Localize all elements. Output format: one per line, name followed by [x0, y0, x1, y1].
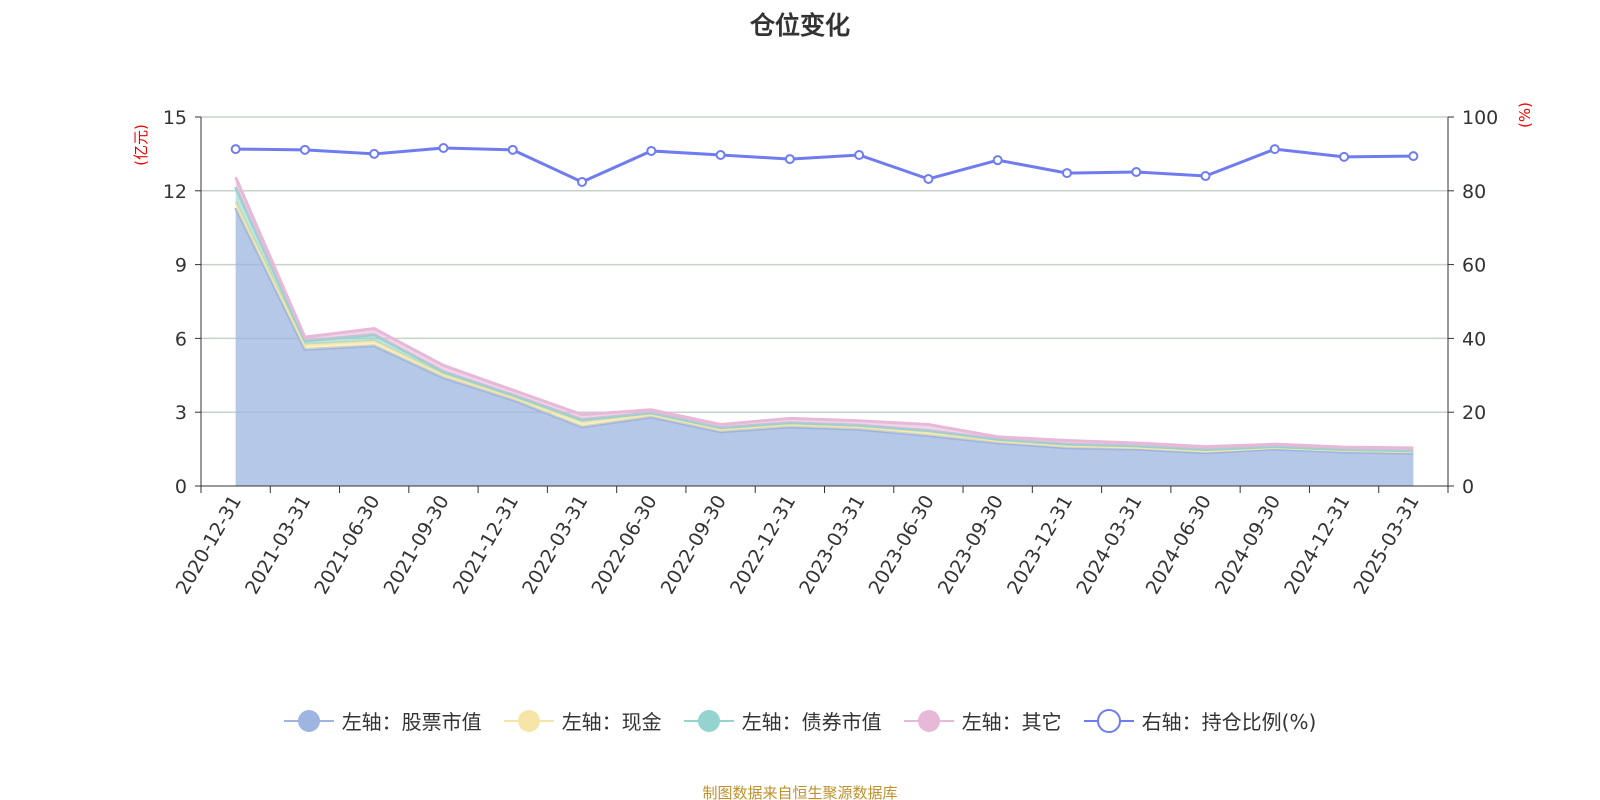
legend-item[interactable]: 右轴：持仓比例(%): [1083, 706, 1317, 735]
legend-label: 左轴：其它: [961, 710, 1062, 734]
ratio-point: [299, 144, 310, 155]
legend-item[interactable]: 左轴：现金: [503, 706, 662, 735]
x-tick-label: 2022-09-30: [657, 492, 731, 599]
legend-marker-icon: [1083, 708, 1134, 733]
x-tick-label: 2020-12-31: [172, 492, 246, 599]
x-tick-label: 2021-06-30: [310, 492, 384, 599]
x-tick-label: 2024-09-30: [1211, 492, 1285, 599]
legend-label: 左轴：股票市值: [341, 710, 482, 734]
ratio-point: [1339, 151, 1350, 162]
ratio-point: [438, 142, 449, 153]
left-axis-unit: (亿元): [132, 124, 150, 166]
ratio-point: [1200, 171, 1211, 182]
x-tick-label: 2024-06-30: [1142, 492, 1216, 599]
x-tick-label: 2023-03-31: [795, 492, 869, 599]
ratio-point: [784, 154, 795, 165]
chart-title: 仓位变化: [749, 11, 850, 40]
left-tick-label: 0: [175, 476, 187, 498]
ratio-point: [715, 150, 726, 161]
chart-svg: 03691215020406080100(亿元)(%)2020-12-31202…: [132, 102, 1534, 599]
left-tick-label: 6: [175, 328, 187, 350]
left-tick-label: 3: [175, 402, 187, 424]
ratio-point: [992, 155, 1003, 166]
x-tick-label: 2023-12-31: [1003, 492, 1077, 599]
ratio-line: [235, 146, 1414, 184]
legend-marker-icon: [283, 709, 334, 732]
right-tick-label: 20: [1462, 402, 1486, 424]
x-tick-label: 2022-12-31: [726, 492, 800, 599]
legend-label: 左轴：债券市值: [741, 710, 882, 734]
legend-item[interactable]: 左轴：股票市值: [283, 706, 482, 735]
ratio-point: [230, 144, 241, 155]
ratio-point: [1131, 166, 1142, 177]
legend-marker-icon: [503, 709, 554, 732]
legend-item[interactable]: 左轴：其它: [903, 706, 1062, 735]
x-tick-label: 2022-06-30: [587, 492, 661, 599]
legend: 左轴：股票市值 左轴：现金 左轴：债券市值 左轴：其它 右轴：持仓比例(%): [0, 706, 1600, 735]
right-tick-label: 60: [1462, 255, 1486, 277]
x-tick-label: 2023-06-30: [864, 492, 938, 599]
right-tick-label: 0: [1462, 476, 1474, 498]
legend-item[interactable]: 左轴：债券市值: [683, 706, 882, 735]
x-tick-label: 2021-12-31: [449, 492, 523, 599]
x-tick-label: 2021-03-31: [241, 492, 315, 599]
right-axis-unit: (%): [1516, 102, 1534, 128]
right-tick-label: 80: [1462, 181, 1486, 203]
x-tick-label: 2022-03-31: [518, 492, 592, 599]
legend-label: 右轴：持仓比例(%): [1141, 710, 1317, 734]
left-tick-label: 15: [163, 107, 187, 129]
right-tick-label: 100: [1462, 107, 1498, 129]
ratio-point: [854, 150, 865, 161]
legend-marker-icon: [903, 709, 954, 732]
area-左轴：股票市值: [235, 208, 1414, 486]
footer-source: 制图数据来自恒生聚源数据库: [702, 784, 898, 800]
ratio-point: [577, 176, 588, 187]
ratio-point: [1408, 151, 1419, 162]
ratio-point: [646, 145, 657, 156]
legend-label: 左轴：现金: [561, 710, 662, 734]
left-tick-label: 12: [163, 181, 187, 203]
ratio-point: [507, 144, 518, 155]
ratio-point: [923, 173, 934, 184]
x-tick-label: 2021-09-30: [380, 492, 454, 599]
x-tick-label: 2023-09-30: [934, 492, 1008, 599]
x-tick-label: 2024-03-31: [1072, 492, 1146, 599]
x-tick-label: 2025-03-31: [1349, 492, 1423, 599]
ratio-point: [1269, 144, 1280, 155]
series-line-左轴：其它: [234, 176, 1414, 450]
ratio-point: [369, 148, 380, 159]
right-tick-label: 40: [1462, 328, 1486, 350]
ratio-point: [1061, 168, 1072, 179]
left-tick-label: 9: [175, 255, 187, 277]
legend-marker-icon: [683, 709, 734, 732]
x-tick-label: 2024-12-31: [1280, 492, 1354, 599]
